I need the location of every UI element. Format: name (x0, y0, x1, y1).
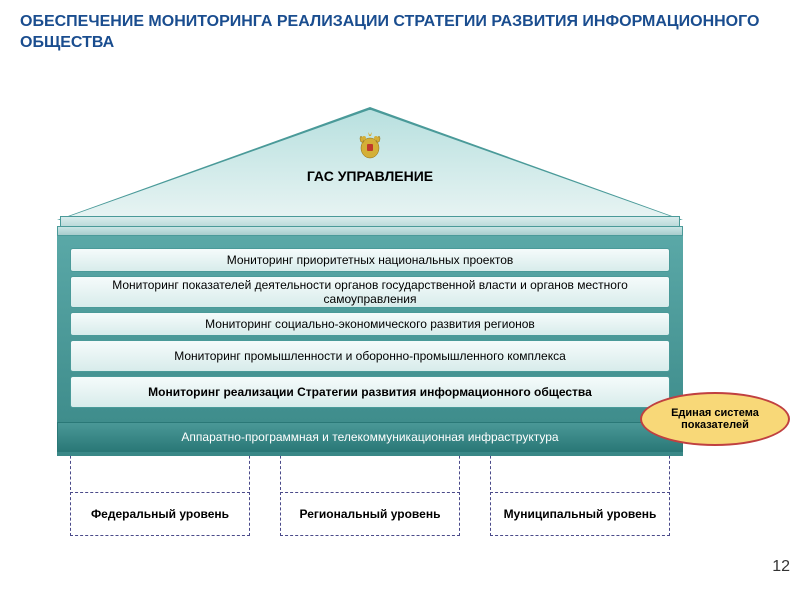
level-box-1: Региональный уровень (280, 492, 460, 536)
page-title: ОБЕСПЕЧЕНИЕ МОНИТОРИНГА РЕАЛИЗАЦИИ СТРАТ… (0, 0, 800, 60)
monitoring-bar-0: Мониторинг приоритетных национальных про… (70, 248, 670, 272)
level-box-2: Муниципальный уровень (490, 492, 670, 536)
monitoring-bar-1: Мониторинг показателей деятельности орга… (70, 276, 670, 308)
coat-of-arms-icon (355, 130, 385, 160)
monitoring-bar-4: Мониторинг реализации Стратегии развития… (70, 376, 670, 408)
page-number: 12 (772, 558, 790, 576)
diagram: ГАС УПРАВЛЕНИЕ Мониторинг приоритетных н… (0, 60, 800, 580)
roof-label: ГАС УПРАВЛЕНИЕ (60, 168, 680, 184)
level-box-0: Федеральный уровень (70, 492, 250, 536)
callout-oval: Единая система показателей (640, 392, 790, 446)
monitoring-bar-3: Мониторинг промышленности и оборонно-про… (70, 340, 670, 372)
roof-base-lower (57, 226, 683, 236)
monitoring-bar-2: Мониторинг социально-экономического разв… (70, 312, 670, 336)
infrastructure-bar: Аппаратно-программная и телекоммуникацио… (57, 422, 683, 452)
